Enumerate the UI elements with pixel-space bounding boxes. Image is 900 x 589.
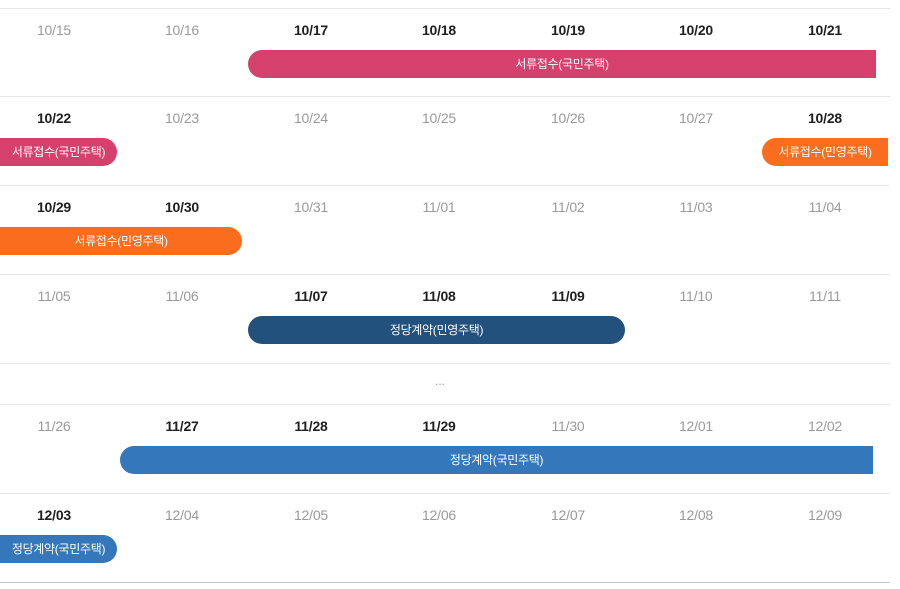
- date-cell[interactable]: 12/04: [164, 507, 200, 523]
- date-cell[interactable]: 11/10: [679, 288, 713, 304]
- date-cell[interactable]: 10/22: [36, 110, 72, 126]
- date-cell[interactable]: 10/18: [421, 22, 457, 38]
- date-cell[interactable]: 11/08: [422, 288, 456, 304]
- date-cell[interactable]: 10/25: [421, 110, 457, 126]
- date-cell[interactable]: 11/07: [294, 288, 328, 304]
- schedule-event-bar[interactable]: 서류접수(국민주택): [0, 138, 117, 166]
- date-cell[interactable]: 10/17: [293, 22, 329, 38]
- row-divider: [0, 96, 890, 97]
- date-cell[interactable]: 10/29: [36, 199, 72, 215]
- schedule-event-bar[interactable]: 정당계약(국민주택): [0, 535, 117, 563]
- date-cell[interactable]: 10/23: [164, 110, 200, 126]
- date-cell[interactable]: 10/16: [164, 22, 200, 38]
- date-cell[interactable]: 11/27: [165, 418, 199, 434]
- row-divider: [0, 404, 890, 405]
- date-cell[interactable]: 11/30: [551, 418, 585, 434]
- date-cell[interactable]: 12/03: [36, 507, 72, 523]
- row-divider: [0, 274, 890, 275]
- date-cell[interactable]: 11/29: [422, 418, 456, 434]
- date-cell[interactable]: 10/30: [164, 199, 200, 215]
- date-cell[interactable]: 10/20: [678, 22, 714, 38]
- omitted-weeks-marker: ...: [434, 374, 445, 388]
- date-cell[interactable]: 11/11: [809, 288, 841, 304]
- date-cell[interactable]: 12/09: [807, 507, 843, 523]
- date-cell[interactable]: 11/06: [165, 288, 199, 304]
- date-cell[interactable]: 10/21: [807, 22, 843, 38]
- date-cell[interactable]: 12/01: [678, 418, 714, 434]
- date-cell[interactable]: 10/19: [550, 22, 586, 38]
- date-cell[interactable]: 11/01: [422, 199, 456, 215]
- date-cell[interactable]: 10/27: [678, 110, 714, 126]
- date-cell[interactable]: 10/26: [550, 110, 586, 126]
- date-cell[interactable]: 12/07: [550, 507, 586, 523]
- date-cell[interactable]: 10/31: [293, 199, 329, 215]
- date-cell[interactable]: 11/03: [679, 199, 713, 215]
- date-cell[interactable]: 11/05: [37, 288, 71, 304]
- schedule-event-bar[interactable]: 서류접수(민영주택): [0, 227, 242, 255]
- date-cell[interactable]: 11/28: [294, 418, 328, 434]
- schedule-event-bar[interactable]: 정당계약(민영주택): [248, 316, 625, 344]
- date-cell[interactable]: 11/09: [551, 288, 585, 304]
- date-cell[interactable]: 11/02: [551, 199, 585, 215]
- schedule-event-bar[interactable]: 서류접수(국민주택): [248, 50, 876, 78]
- date-cell[interactable]: 12/06: [421, 507, 457, 523]
- date-cell[interactable]: 10/28: [807, 110, 843, 126]
- date-cell[interactable]: 10/15: [36, 22, 72, 38]
- calendar-bottom-border: [0, 582, 890, 583]
- row-divider: [0, 185, 890, 186]
- row-divider: [0, 493, 890, 494]
- date-cell[interactable]: 11/04: [808, 199, 842, 215]
- date-cell[interactable]: 12/02: [807, 418, 843, 434]
- date-cell[interactable]: 12/08: [678, 507, 714, 523]
- schedule-event-bar[interactable]: 서류접수(민영주택): [762, 138, 888, 166]
- date-cell[interactable]: 12/05: [293, 507, 329, 523]
- schedule-event-bar[interactable]: 정당계약(국민주택): [120, 446, 873, 474]
- date-cell[interactable]: 10/24: [293, 110, 329, 126]
- row-divider: [0, 363, 890, 364]
- date-cell[interactable]: 11/26: [37, 418, 71, 434]
- row-divider: [0, 8, 890, 9]
